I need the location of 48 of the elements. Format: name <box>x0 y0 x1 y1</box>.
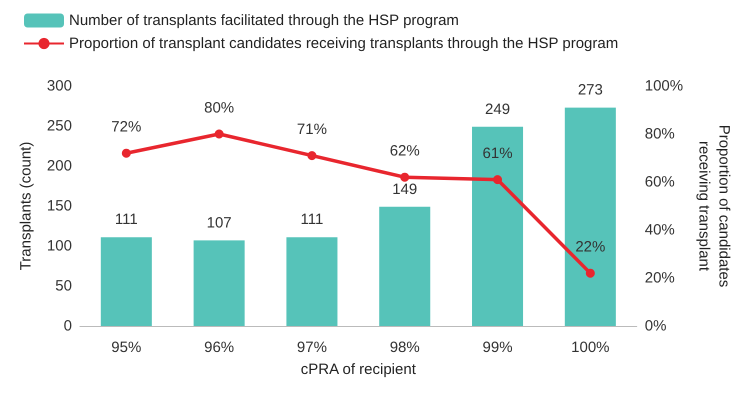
y2-tick-label: 20% <box>644 270 675 286</box>
bar <box>100 237 152 326</box>
data-label: 61% <box>482 145 513 162</box>
y-tick-label: 250 <box>46 118 72 134</box>
y-tick-label: 300 <box>46 78 72 94</box>
data-label: 72% <box>111 118 142 136</box>
y2-tick-label: 60% <box>644 174 675 190</box>
point <box>214 130 224 138</box>
point <box>122 148 131 158</box>
point <box>400 172 410 182</box>
bar <box>564 108 616 326</box>
legend-label: Number of transplants facilitated through the HSP program <box>69 12 459 29</box>
y2-tick-label: 80% <box>644 126 675 142</box>
y2-tick-label: 0% <box>644 318 666 334</box>
x-tick-label: 99% <box>482 339 513 356</box>
bar <box>286 237 338 326</box>
x-tick-label: 97% <box>296 339 327 356</box>
x-tick-label: 100% <box>571 339 610 356</box>
y-tick-label: 150 <box>46 198 72 214</box>
y2-tick-label: 40% <box>644 222 675 238</box>
bar <box>472 126 524 326</box>
data-label: 111 <box>300 211 324 228</box>
y-tick-label: 50 <box>55 278 72 294</box>
x-tick-label: 98% <box>390 339 420 356</box>
data-label: 22% <box>575 238 606 256</box>
y-axis-title: Transplants (count) <box>18 142 34 270</box>
bar <box>194 240 245 326</box>
y2-tick-label: 100% <box>644 78 684 94</box>
point <box>493 175 502 184</box>
y-tick-label: 100 <box>46 238 72 254</box>
y-tick-label: 200 <box>46 158 72 174</box>
x-axis-title: cPRA of recipient <box>300 361 417 378</box>
data-label: 62% <box>390 142 420 160</box>
data-label: 80% <box>204 100 234 116</box>
x-tick-label: 96% <box>204 339 234 356</box>
data-label: 149 <box>392 180 418 198</box>
data-label: 273 <box>578 82 603 99</box>
data-label: 111 <box>114 211 138 228</box>
y2-axis-title: Proportion of candidates receiving transplant <box>696 124 732 288</box>
data-label: 249 <box>485 100 510 118</box>
point <box>307 151 316 160</box>
legend-label: Proportion of transplant candidates receiving transplants through the HSP program <box>69 35 618 52</box>
data-label: 107 <box>206 214 232 232</box>
x-tick-label: 95% <box>111 339 142 356</box>
point <box>586 268 595 278</box>
bar <box>379 206 430 326</box>
y-tick-label: 0 <box>64 318 72 334</box>
data-label: 71% <box>296 121 327 138</box>
